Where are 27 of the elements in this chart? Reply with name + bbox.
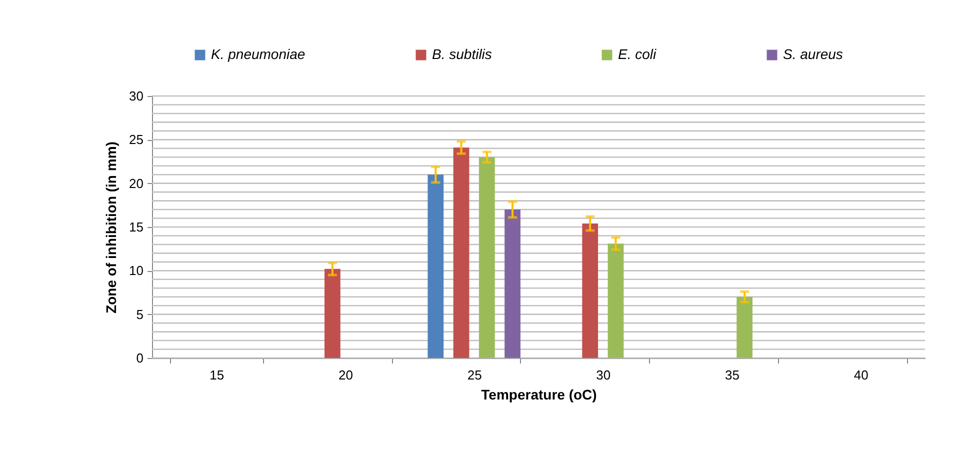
y-tick-label: 25 — [129, 132, 144, 148]
x-tick-label: 40 — [854, 368, 868, 382]
x-tick-label: 15 — [210, 368, 224, 382]
legend-label: K. pneumoniae — [211, 46, 306, 62]
bar — [608, 244, 624, 358]
legend-label: E. coli — [618, 46, 658, 62]
bar — [453, 148, 470, 358]
y-tick-label: 5 — [136, 306, 144, 322]
bar — [478, 157, 495, 358]
x-tick-label: 20 — [338, 368, 353, 382]
bar — [504, 210, 520, 358]
y-axis-title: Zone of inhibition (in mm) — [103, 142, 120, 314]
x-tick-label: 30 — [596, 368, 611, 382]
y-tick-label: 20 — [129, 176, 144, 191]
y-tick-label: 30 — [129, 88, 144, 104]
legend-label: B. subtilis — [432, 46, 492, 62]
y-tick-label: 0 — [136, 350, 144, 366]
legend-label: S. aureus — [783, 46, 843, 62]
bar — [582, 224, 598, 358]
bar — [428, 174, 444, 358]
x-tick-label: 35 — [725, 368, 740, 382]
bar — [736, 296, 753, 358]
y-tick-label: 10 — [129, 263, 144, 278]
x-axis-title: Temperature (oC) — [481, 386, 597, 402]
bar — [324, 268, 340, 358]
y-tick-label: 15 — [129, 220, 144, 234]
x-tick-label: 25 — [467, 368, 482, 382]
